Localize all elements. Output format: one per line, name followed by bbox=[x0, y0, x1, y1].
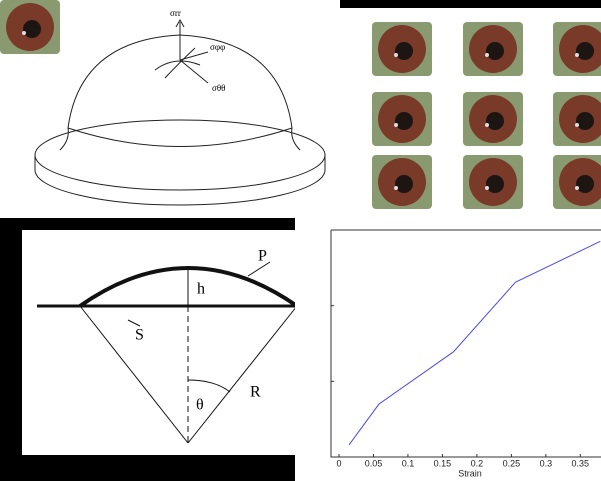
page: {"dome_diagram": {"labels": ["σrr", "σφφ… bbox=[0, 0, 601, 481]
cap-label: R bbox=[250, 384, 261, 401]
stress-label: σφφ bbox=[210, 42, 225, 52]
x-tick-label: 0.05 bbox=[365, 458, 383, 468]
x-tick-label: 0.3 bbox=[540, 458, 553, 468]
x-tick-label: 0.25 bbox=[503, 458, 521, 468]
panel bbox=[295, 210, 601, 481]
stress-label: σθθ bbox=[212, 83, 225, 93]
cap-label: h bbox=[197, 281, 205, 298]
x-tick-label: 0.1 bbox=[402, 458, 415, 468]
figure: σrr σφφ σθθ P h S R θ Strain 0 0.05 0.1 0.1… bbox=[0, 0, 601, 481]
x-tick-label: 0.35 bbox=[572, 458, 590, 468]
x-tick-label: 0.15 bbox=[434, 458, 452, 468]
cap-label: θ bbox=[196, 397, 204, 414]
cap-label: P bbox=[258, 248, 267, 265]
panel bbox=[22, 230, 295, 455]
stress-label: σrr bbox=[170, 8, 181, 18]
x-axis-label: Strain bbox=[458, 468, 482, 478]
cap-label: S bbox=[135, 327, 144, 344]
x-tick-label: 0.2 bbox=[471, 458, 484, 468]
x-tick-label: 0 bbox=[336, 458, 341, 468]
